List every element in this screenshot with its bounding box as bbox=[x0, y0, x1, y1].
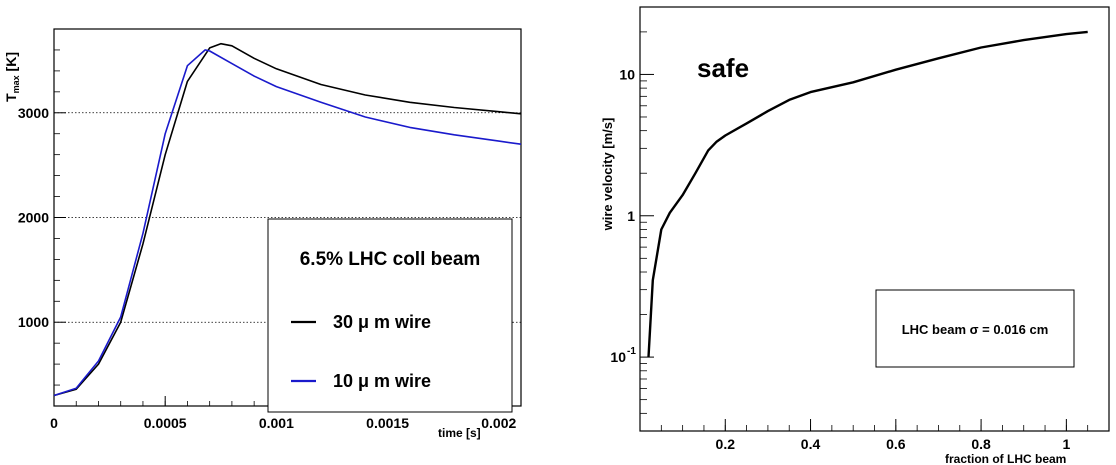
right-legend-box bbox=[875, 289, 1075, 368]
left-x-tick-label: 0.0015 bbox=[366, 415, 409, 431]
right-series-group bbox=[647, 30, 1088, 358]
left-series-group bbox=[53, 42, 522, 397]
left-y-axis-label: Tmax [K] bbox=[3, 52, 21, 102]
right-x-tick-label: 0.6 bbox=[886, 436, 906, 452]
series-line-30um bbox=[53, 42, 522, 397]
right-x-tick-label: 0.8 bbox=[971, 436, 991, 452]
legend-title: 6.5% LHC coll beam bbox=[300, 249, 481, 270]
left-y-label-main: T bbox=[3, 93, 19, 102]
left-legend: 6.5% LHC coll beam 30 μ m wire 10 μ m wi… bbox=[267, 218, 513, 413]
right-y-tick-exponent: -1 bbox=[627, 346, 636, 357]
right-y-tick-label: 10 bbox=[619, 66, 635, 82]
legend-label-10um: 10 μ m wire bbox=[333, 371, 431, 391]
left-y-label-unit: [K] bbox=[3, 52, 19, 75]
series-line-10um bbox=[53, 49, 522, 397]
right-y-tick-label: 10 bbox=[610, 349, 626, 365]
left-y-tick-label: 1000 bbox=[18, 314, 49, 330]
left-x-tick-label: 0.002 bbox=[481, 415, 516, 431]
right-y-tick-label: 1 bbox=[627, 208, 635, 224]
left-x-tick-label: 0.0005 bbox=[144, 415, 187, 431]
left-y-label-sub: max bbox=[11, 75, 21, 93]
left-legend-box bbox=[267, 218, 513, 413]
left-x-tick-label: 0.001 bbox=[259, 415, 294, 431]
right-x-axis-label: fraction of LHC beam bbox=[945, 452, 1066, 465]
right-x-tick-label: 1 bbox=[1062, 436, 1070, 452]
right-legend-text: LHC beam σ = 0.016 cm bbox=[902, 322, 1049, 337]
left-x-tick-label: 0 bbox=[50, 415, 58, 431]
legend-label-30um: 30 μ m wire bbox=[333, 312, 431, 332]
right-y-axis-label: wire velocity [m/s] bbox=[600, 118, 615, 232]
temperature-chart: 0 0.0005 0.001 0.0015 0.002 1000 2000 3000 time… bbox=[3, 28, 522, 440]
right-x-tick-label: 0.2 bbox=[716, 436, 736, 452]
right-x-tick-label: 0.4 bbox=[801, 436, 821, 452]
left-y-tick-label: 2000 bbox=[18, 210, 49, 226]
velocity-curve bbox=[647, 30, 1088, 358]
safe-annotation: safe bbox=[697, 53, 749, 83]
left-y-tick-label: 3000 bbox=[18, 105, 49, 121]
left-x-axis-label: time [s] bbox=[438, 426, 481, 440]
